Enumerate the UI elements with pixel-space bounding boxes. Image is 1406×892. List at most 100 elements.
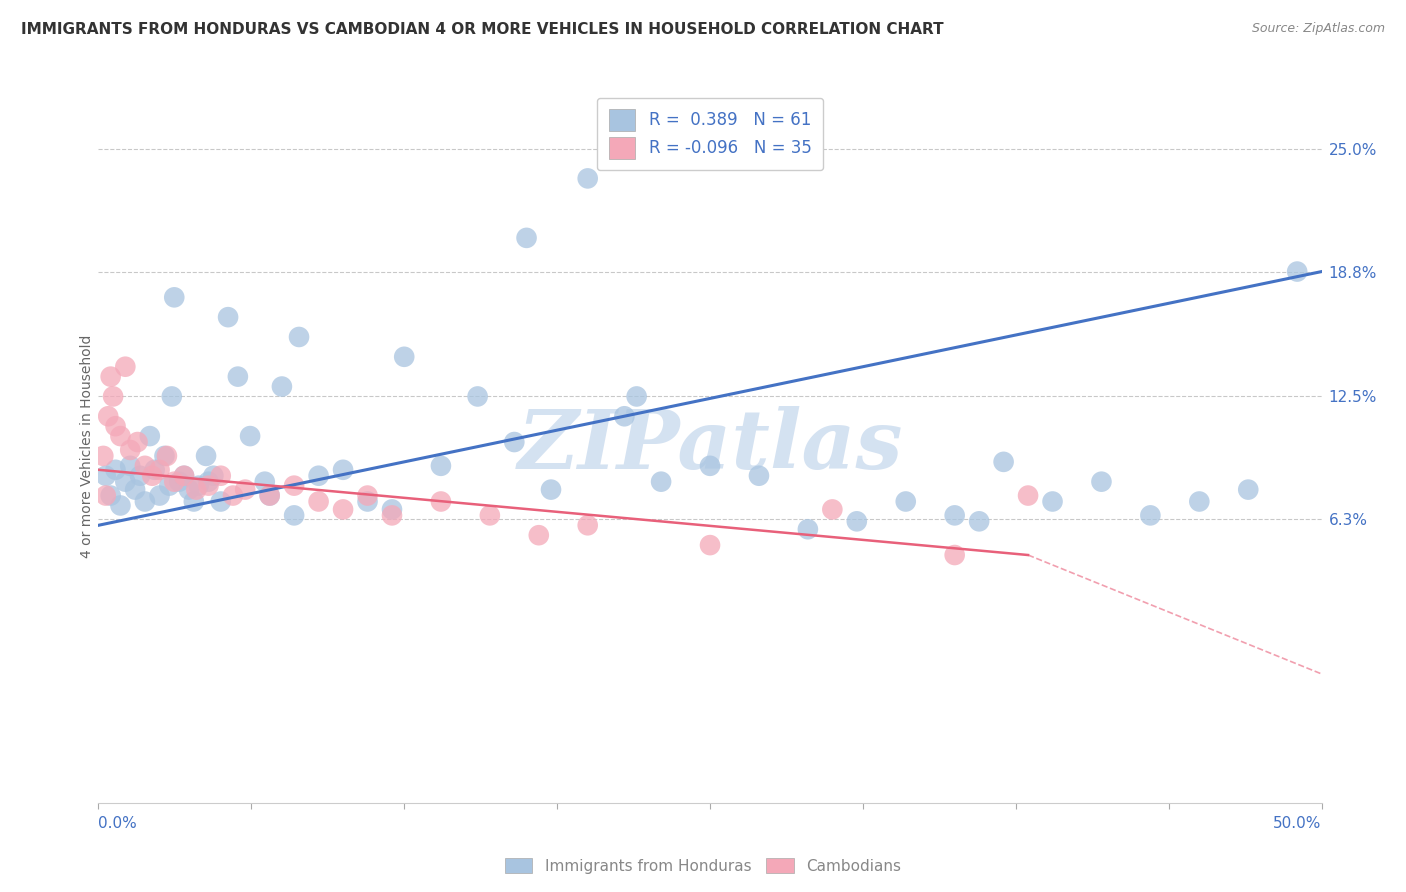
Point xyxy=(821,502,844,516)
Text: IMMIGRANTS FROM HONDURAS VS CAMBODIAN 4 OR MORE VEHICLES IN HOUSEHOLD CORRELATIO: IMMIGRANTS FROM HONDURAS VS CAMBODIAN 4 … xyxy=(21,22,943,37)
Point xyxy=(163,475,186,489)
Point xyxy=(1237,483,1260,497)
Point xyxy=(97,409,120,424)
Point xyxy=(381,508,404,523)
Point xyxy=(527,528,550,542)
Point xyxy=(699,538,721,552)
Point xyxy=(202,468,225,483)
Point xyxy=(516,231,538,245)
Point xyxy=(209,494,232,508)
Point xyxy=(141,468,163,483)
Text: 50.0%: 50.0% xyxy=(1274,816,1322,831)
Point xyxy=(288,330,311,344)
Point xyxy=(1188,494,1211,508)
Point xyxy=(127,435,149,450)
Point xyxy=(967,514,990,528)
Point xyxy=(259,489,281,503)
Point xyxy=(1139,508,1161,523)
Point xyxy=(129,468,152,483)
Point xyxy=(430,494,453,508)
Point xyxy=(167,475,190,489)
Point xyxy=(430,458,453,473)
Point xyxy=(478,508,501,523)
Point xyxy=(101,389,124,403)
Point xyxy=(163,290,186,304)
Point xyxy=(467,389,489,403)
Point xyxy=(173,468,195,483)
Point xyxy=(197,478,219,492)
Point xyxy=(187,478,209,492)
Point xyxy=(134,458,156,473)
Legend: Immigrants from Honduras, Cambodians: Immigrants from Honduras, Cambodians xyxy=(499,852,907,880)
Point xyxy=(110,499,132,513)
Point xyxy=(332,463,354,477)
Point xyxy=(195,449,218,463)
Point xyxy=(576,518,599,533)
Point xyxy=(540,483,562,497)
Point xyxy=(650,475,672,489)
Point xyxy=(149,489,172,503)
Point xyxy=(1090,475,1112,489)
Point xyxy=(209,468,232,483)
Point xyxy=(503,435,526,450)
Point xyxy=(217,310,239,325)
Point xyxy=(91,449,114,463)
Point xyxy=(356,494,378,508)
Point xyxy=(239,429,262,443)
Text: ZIPatlas: ZIPatlas xyxy=(517,406,903,486)
Text: 0.0%: 0.0% xyxy=(98,816,138,831)
Point xyxy=(173,468,195,483)
Point xyxy=(1017,489,1039,503)
Point xyxy=(149,463,172,477)
Point xyxy=(332,502,354,516)
Point xyxy=(94,468,117,483)
Point xyxy=(157,478,180,492)
Point xyxy=(845,514,868,528)
Point xyxy=(308,468,330,483)
Point xyxy=(134,494,156,508)
Point xyxy=(160,389,183,403)
Point xyxy=(797,522,820,536)
Y-axis label: 4 or more Vehicles in Household: 4 or more Vehicles in Household xyxy=(80,334,94,558)
Point xyxy=(894,494,917,508)
Point xyxy=(253,475,276,489)
Point xyxy=(186,483,208,497)
Point xyxy=(993,455,1015,469)
Point xyxy=(283,478,305,492)
Point xyxy=(626,389,648,403)
Point xyxy=(226,369,249,384)
Point xyxy=(183,494,205,508)
Point xyxy=(94,489,117,503)
Point xyxy=(308,494,330,508)
Point xyxy=(100,369,122,384)
Point xyxy=(153,449,176,463)
Point xyxy=(356,489,378,503)
Point xyxy=(699,458,721,473)
Point xyxy=(259,489,281,503)
Point xyxy=(748,468,770,483)
Point xyxy=(114,475,136,489)
Point xyxy=(1042,494,1064,508)
Point xyxy=(233,483,256,497)
Point xyxy=(139,429,162,443)
Point xyxy=(177,483,200,497)
Point xyxy=(943,548,966,562)
Point xyxy=(613,409,636,424)
Point xyxy=(576,171,599,186)
Point xyxy=(943,508,966,523)
Point xyxy=(120,458,142,473)
Point xyxy=(120,442,142,457)
Point xyxy=(283,508,305,523)
Point xyxy=(392,350,416,364)
Point xyxy=(104,419,127,434)
Text: Source: ZipAtlas.com: Source: ZipAtlas.com xyxy=(1251,22,1385,36)
Point xyxy=(104,463,127,477)
Point xyxy=(222,489,245,503)
Point xyxy=(381,502,404,516)
Point xyxy=(270,379,294,393)
Point xyxy=(124,483,146,497)
Legend: R =  0.389   N = 61, R = -0.096   N = 35: R = 0.389 N = 61, R = -0.096 N = 35 xyxy=(598,97,823,170)
Point xyxy=(100,489,122,503)
Point xyxy=(197,475,219,489)
Point xyxy=(1286,264,1309,278)
